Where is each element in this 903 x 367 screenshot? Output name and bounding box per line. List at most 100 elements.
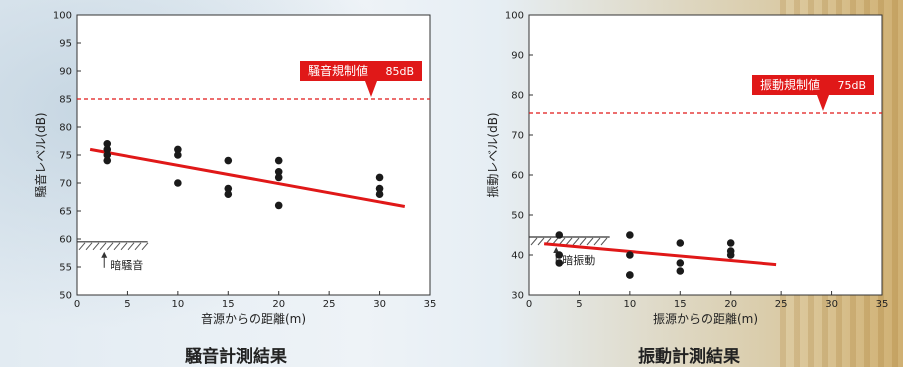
plot-area (76, 14, 431, 296)
y-tick-label: 85 (59, 95, 72, 106)
data-point (174, 179, 182, 187)
x-tick-label: 15 (222, 299, 235, 310)
y-tick-label: 50 (511, 211, 524, 222)
x-tick-label: 5 (576, 299, 582, 310)
y-tick-label: 80 (511, 91, 524, 102)
y-tick-label: 70 (511, 131, 524, 142)
plot-area (528, 14, 883, 296)
x-tick-label: 0 (526, 299, 532, 310)
data-point (103, 140, 112, 148)
x-tick-label: 10 (623, 299, 636, 310)
y-tick-label: 60 (511, 171, 524, 182)
background-hatch (565, 237, 573, 246)
y-axis-label: 騒音レベル(dB) (33, 112, 48, 197)
y-tick-label: 65 (59, 207, 72, 218)
data-point (103, 145, 112, 154)
y-tick-label: 50 (59, 291, 72, 302)
y-tick-label: 55 (59, 263, 72, 274)
y-tick-label: 90 (59, 67, 72, 78)
regulation-badge-label: 騒音規制値 (308, 63, 368, 78)
x-tick-label: 15 (674, 299, 687, 310)
background-hatch (120, 242, 128, 251)
y-tick-label: 30 (511, 291, 524, 302)
y-tick-label: 90 (511, 51, 524, 62)
x-tick-label: 10 (171, 299, 184, 310)
background-hatch (141, 242, 149, 251)
background-hatch (579, 237, 587, 246)
y-tick-label: 95 (59, 39, 72, 50)
background-hatch (530, 237, 538, 246)
background-hatch (85, 242, 93, 251)
y-tick-label: 70 (59, 179, 72, 190)
vibration-chart: 30 40 50 60 70 80 90 100 0 5 10 15 20 25 30 35 振源からの距離(m… (486, 11, 889, 327)
background-level-label: 暗騒音 (110, 258, 143, 272)
background-hatch (600, 237, 608, 246)
regulation-badge (300, 61, 422, 81)
data-point (555, 259, 564, 267)
data-point (375, 184, 384, 193)
x-tick-label: 35 (876, 299, 889, 310)
x-tick-label: 30 (373, 299, 386, 310)
noise-chart: 50 55 60 65 70 75 80 85 90 95 100 0 5 10 15 20 25 30 35 音源か… (33, 11, 437, 327)
regression-line (89, 147, 406, 208)
data-point (555, 251, 564, 259)
x-tick-label: 5 (124, 299, 130, 310)
regulation-badge-pointer (365, 81, 377, 97)
data-point (676, 259, 685, 267)
noise-chart-title: 騒音計測結果 (185, 347, 287, 367)
data-point (224, 184, 233, 193)
x-tick-label: 25 (323, 299, 336, 310)
background-hatch (99, 242, 107, 251)
y-axis-label: 振動レベル(dB) (486, 112, 500, 197)
background-hatch (106, 242, 114, 251)
background-hatch (572, 237, 580, 246)
x-tick-label: 20 (272, 299, 285, 310)
data-point (726, 239, 735, 247)
data-point (174, 151, 182, 159)
background-hatch (92, 242, 100, 251)
background-hatch (134, 242, 142, 251)
data-point (174, 145, 182, 154)
regulation-badge-label: 振動規制値 (760, 77, 820, 92)
y-tick-label: 100 (505, 11, 524, 22)
regulation-badge-value: 85dB (385, 65, 414, 78)
background-hatch (593, 237, 601, 246)
data-point (274, 168, 283, 176)
background-hatch (537, 237, 545, 246)
data-point (103, 156, 112, 165)
y-tick-label: 40 (511, 251, 524, 262)
data-point (676, 239, 685, 247)
data-point (274, 201, 283, 210)
regulation-badge (752, 75, 874, 95)
y-tick-label: 80 (59, 123, 72, 134)
data-point (224, 156, 233, 165)
regulation-badge-value: 75dB (837, 79, 866, 92)
vibration-chart-title: 振動計測結果 (638, 347, 740, 367)
data-point (626, 231, 634, 239)
x-tick-label: 25 (775, 299, 788, 310)
background-hatch (127, 242, 135, 251)
x-tick-label: 30 (825, 299, 838, 310)
data-point (224, 190, 233, 198)
x-tick-label: 35 (424, 299, 437, 310)
data-point (274, 173, 283, 182)
y-tick-label: 60 (59, 235, 72, 246)
data-point (726, 251, 735, 259)
x-axis-label: 振源からの距離(m) (653, 312, 758, 326)
data-point (555, 231, 564, 239)
background-arrow-head (553, 247, 560, 253)
data-point (375, 190, 384, 198)
background-hatch (78, 242, 86, 251)
y-tick-label: 100 (53, 11, 72, 22)
data-point (103, 151, 112, 159)
background-arrow-head (101, 251, 108, 258)
x-axis-label: 音源からの距離(m) (201, 311, 306, 326)
background-hatch (586, 237, 594, 246)
regulation-badge-pointer (817, 95, 829, 111)
background-hatch (113, 242, 121, 251)
data-point (626, 271, 634, 279)
x-tick-label: 0 (74, 299, 80, 310)
data-point (274, 156, 283, 165)
background-level-label: 暗振動 (562, 253, 595, 267)
regression-line (543, 242, 777, 267)
